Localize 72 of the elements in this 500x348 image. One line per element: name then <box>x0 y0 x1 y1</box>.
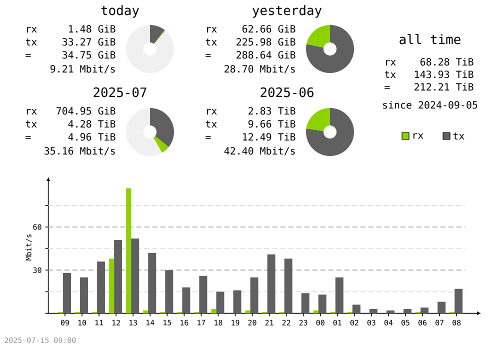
bar <box>250 277 258 314</box>
text: 4.96 TiB <box>68 132 116 141</box>
text: 225.98 GiB <box>236 38 296 46</box>
text: rx <box>206 108 217 114</box>
chart-title: today <box>101 5 139 18</box>
text: all time <box>400 34 460 44</box>
text: tx <box>206 38 217 46</box>
text: rx <box>26 26 37 32</box>
text: rx <box>386 60 396 66</box>
text: 4.28 TiB <box>68 120 116 128</box>
text: 42.40 Mbit/s <box>224 146 295 156</box>
bar <box>182 287 190 314</box>
bar <box>109 258 114 314</box>
bar <box>318 294 326 314</box>
bar <box>284 258 292 314</box>
text: = <box>384 86 390 89</box>
text: 12.49 TiB <box>243 132 296 141</box>
bar <box>80 277 88 314</box>
bar <box>301 293 310 314</box>
text: 143.93 TiB <box>415 70 474 78</box>
text: = <box>206 54 211 57</box>
bar <box>454 288 463 314</box>
bar <box>148 252 156 314</box>
text: = <box>26 136 31 139</box>
text: tx <box>206 120 217 128</box>
bar <box>420 308 429 314</box>
text: tx <box>26 120 37 128</box>
bar <box>438 302 446 314</box>
text: 212.21 TiB <box>414 82 474 90</box>
chart-title: 2025-06 <box>260 87 314 98</box>
bar <box>62 273 71 314</box>
text: 9.21 Mbit/s <box>50 64 115 74</box>
bar <box>335 277 344 314</box>
text: 34.75 GiB <box>62 50 116 59</box>
text: 33.27 GiB <box>62 38 116 46</box>
text: tx <box>26 38 37 46</box>
text: = <box>206 136 211 139</box>
bar <box>126 188 132 314</box>
text: rx <box>26 108 37 114</box>
text: since 2024-09-05 <box>383 100 478 109</box>
chart-title: 2025-07 <box>94 87 146 98</box>
legend-label: tx <box>453 132 464 140</box>
text: 1.48 GiB <box>69 24 116 33</box>
bar <box>114 240 122 314</box>
bar <box>313 310 318 314</box>
text: 62.66 GiB <box>242 24 296 33</box>
bar <box>165 270 174 314</box>
bar <box>369 308 378 314</box>
text: 35.16 Mbit/s <box>44 146 115 156</box>
text: 288.64 GiB <box>236 50 296 59</box>
chart-title: yesterday <box>252 5 322 18</box>
bar <box>143 310 148 314</box>
bar <box>267 254 276 314</box>
bar <box>199 276 208 314</box>
text: 704.95 GiB <box>56 106 116 115</box>
bar <box>131 238 140 314</box>
bar <box>97 262 106 314</box>
text: rx <box>206 26 217 32</box>
bar <box>233 290 242 314</box>
text: 9.66 TiB <box>248 120 296 128</box>
bar <box>211 308 216 314</box>
text: 28.70 Mbit/s <box>224 64 295 74</box>
bar <box>386 310 394 314</box>
text: 68.28 TiB <box>420 58 474 66</box>
text: = <box>26 54 31 57</box>
text: 2.83 TiB <box>248 106 296 115</box>
bar <box>352 304 360 314</box>
text: tx <box>384 71 396 78</box>
bar <box>245 310 250 314</box>
legend-label: rx <box>413 133 424 139</box>
bar <box>404 308 412 314</box>
bar <box>216 292 224 314</box>
